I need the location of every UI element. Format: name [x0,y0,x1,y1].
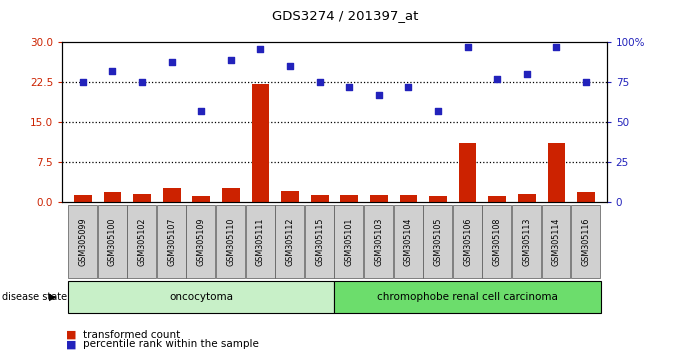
Bar [133,194,151,202]
Bar [399,195,417,202]
Bar [459,143,477,202]
Text: GSM305106: GSM305106 [463,217,472,266]
Point [77,80,88,85]
Bar [74,195,92,202]
Point [492,76,503,82]
Text: GSM305099: GSM305099 [78,217,87,266]
Point [196,108,207,114]
Point [225,57,236,63]
Text: GSM305108: GSM305108 [493,217,502,266]
Bar [163,188,180,202]
Point [137,80,148,85]
Bar [104,192,122,202]
Text: GSM305113: GSM305113 [522,217,531,266]
Text: GSM305102: GSM305102 [138,217,146,266]
Point [521,72,532,77]
Bar [577,192,595,202]
Point [107,68,118,74]
Point [403,84,414,90]
Point [373,92,384,98]
Bar [429,196,447,202]
Text: ▶: ▶ [50,292,57,302]
Text: GSM305114: GSM305114 [552,217,561,266]
Point [166,59,177,64]
Text: GSM305101: GSM305101 [345,217,354,266]
Bar [252,84,269,202]
Point [314,80,325,85]
Text: ■: ■ [66,339,76,349]
Text: GSM305104: GSM305104 [404,217,413,266]
Point [462,45,473,50]
Text: GDS3274 / 201397_at: GDS3274 / 201397_at [272,9,419,22]
Bar [192,196,210,202]
Bar [518,194,536,202]
Text: GSM305110: GSM305110 [227,217,236,266]
Point [343,84,354,90]
Point [433,108,444,114]
Point [285,64,296,69]
Bar [311,195,328,202]
Bar [489,196,506,202]
Text: GSM305100: GSM305100 [108,217,117,266]
Text: GSM305111: GSM305111 [256,217,265,266]
Bar [547,143,565,202]
Text: oncocytoma: oncocytoma [169,292,234,302]
Text: chromophobe renal cell carcinoma: chromophobe renal cell carcinoma [377,292,558,302]
Text: GSM305107: GSM305107 [167,217,176,266]
Text: percentile rank within the sample: percentile rank within the sample [83,339,259,349]
Bar [222,188,240,202]
Text: disease state: disease state [2,292,67,302]
Bar [341,195,358,202]
Text: GSM305112: GSM305112 [285,217,294,266]
Text: GSM305103: GSM305103 [375,217,384,266]
Text: GSM305105: GSM305105 [433,217,442,266]
Point [551,45,562,50]
Text: GSM305109: GSM305109 [197,217,206,266]
Bar [281,190,299,202]
Point [255,46,266,52]
Text: GSM305116: GSM305116 [582,217,591,266]
Text: transformed count: transformed count [83,330,180,339]
Text: GSM305115: GSM305115 [315,217,324,266]
Bar [370,195,388,202]
Text: ■: ■ [66,330,76,339]
Point [580,80,591,85]
